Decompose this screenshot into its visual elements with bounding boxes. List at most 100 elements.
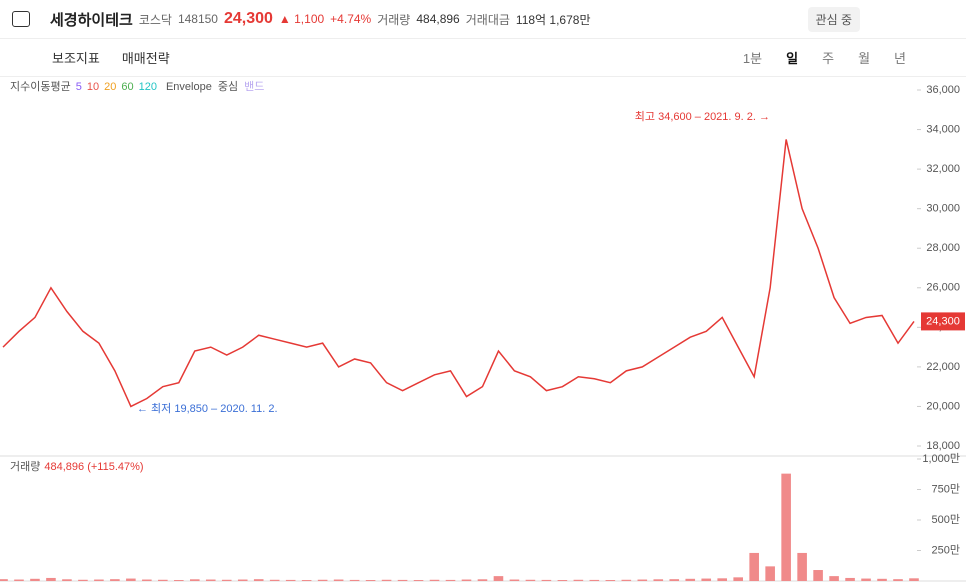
volume: 484,896 xyxy=(416,12,460,26)
volume-bar xyxy=(94,579,104,581)
volume-bar xyxy=(413,580,424,581)
watch-button[interactable]: 관심 중 xyxy=(807,6,860,32)
y-tick-label: 1,000만 xyxy=(922,452,960,465)
volume-bar xyxy=(829,576,839,581)
y-tick-label: 32,000 xyxy=(926,163,960,175)
volume-bar xyxy=(174,580,184,581)
volume-bar xyxy=(605,580,616,581)
legend-item: 10 xyxy=(87,81,99,93)
volume-bar xyxy=(46,577,56,581)
volume-bar xyxy=(893,579,903,581)
volume-bar xyxy=(158,579,168,581)
y-tick-label: 18,000 xyxy=(926,440,960,452)
volume-bar xyxy=(349,579,360,581)
last-price-box xyxy=(921,312,965,331)
volume-bar xyxy=(573,579,584,581)
y-tick-label: 250만 xyxy=(932,543,960,556)
volume-bar xyxy=(317,579,328,581)
volume-bar xyxy=(749,552,759,581)
volume-bar xyxy=(861,578,871,581)
volume-bar xyxy=(717,578,728,581)
amount-label: 거래대금 xyxy=(465,12,510,27)
volume-label: 거래량 xyxy=(377,12,411,27)
volume-bar xyxy=(733,577,743,581)
legend-item: 5 xyxy=(76,81,82,93)
volume-bar xyxy=(845,577,855,581)
y-tick-label: 20,000 xyxy=(926,400,960,412)
volume-bar xyxy=(445,579,456,581)
volume-bar xyxy=(237,579,248,581)
volume-bar xyxy=(557,580,568,581)
volume-bar xyxy=(269,579,280,581)
volume-bar xyxy=(765,566,775,581)
annotation-high: 최고 34,600 – 2021. 9. 2. → xyxy=(635,110,770,123)
period-tab[interactable]: 일 xyxy=(786,50,799,66)
volume-bar xyxy=(701,578,712,581)
volume-bar xyxy=(205,579,216,581)
legend-item: 120 xyxy=(139,81,157,93)
legend-item: 60 xyxy=(121,81,133,93)
volume-bar xyxy=(381,579,392,581)
volume-bar xyxy=(525,579,536,581)
volume-bar xyxy=(14,579,24,581)
y-tick-label: 34,000 xyxy=(926,123,960,135)
y-tick-label: 28,000 xyxy=(926,242,960,254)
market: 코스닥 xyxy=(138,12,172,27)
y-tick-label: 26,000 xyxy=(926,282,960,294)
header: 세경하이테크 코스닥 148150 24,300 ▲ 1,100 +4.74% … xyxy=(0,0,966,39)
y-tick-label: 22,000 xyxy=(926,361,960,373)
annotation-low: ← 최저 19,850 – 2020. 11. 2. xyxy=(137,402,278,415)
volume-bar xyxy=(78,579,88,581)
y-tick-label: 30,000 xyxy=(926,203,960,215)
volume-bar xyxy=(589,579,600,581)
volume-bar xyxy=(797,552,807,581)
volume-bar xyxy=(653,579,664,581)
volume-bar xyxy=(30,578,40,581)
volume-bar xyxy=(0,579,8,581)
volume-bar xyxy=(397,579,408,581)
volume-bar xyxy=(909,578,919,581)
y-tick-label: 36,000 xyxy=(926,84,960,96)
volume-bar xyxy=(126,578,136,581)
volume-bar xyxy=(253,579,264,581)
toolbar: 보조지표 매매전략 1분 일 주 월 년 xyxy=(0,38,966,77)
period-tab[interactable]: 1분 xyxy=(742,50,763,66)
period-tab[interactable]: 월 xyxy=(858,50,871,66)
legend-item: Envelope xyxy=(166,81,212,93)
indicators[interactable]: 보조지표 xyxy=(52,50,100,66)
volume-bar xyxy=(509,579,520,581)
volume-bar xyxy=(285,579,296,581)
volume-bar xyxy=(110,579,120,581)
stock-name: 세경하이테크 xyxy=(50,11,133,29)
volume-value: 484,896 (+115.47%) xyxy=(44,461,143,473)
volume-bar xyxy=(333,579,344,581)
volume-title: 거래량 xyxy=(10,460,40,473)
volume-bar xyxy=(669,579,680,581)
legend-item: 20 xyxy=(104,81,116,93)
price-line xyxy=(2,139,915,408)
volume-bar xyxy=(637,579,648,581)
period-tab[interactable]: 주 xyxy=(822,50,835,66)
volume-bar xyxy=(493,576,504,581)
volume-bar xyxy=(685,578,696,581)
strategy[interactable]: 매매전략 xyxy=(121,50,170,66)
y-tick-label: 500만 xyxy=(932,513,960,526)
y-tick-label: 750만 xyxy=(932,482,960,495)
change-pct: +4.74% xyxy=(330,12,372,26)
legend-title: 지수이동평균 xyxy=(10,80,71,93)
code: 148150 xyxy=(177,12,218,26)
price: 24,300 xyxy=(223,10,273,27)
period-tab[interactable]: 년 xyxy=(894,50,906,66)
legend-item: 중심 xyxy=(218,80,238,93)
volume-bar xyxy=(221,579,232,581)
volume-bar xyxy=(877,578,887,581)
sidebar-toggle[interactable] xyxy=(12,11,30,27)
volume-bar xyxy=(365,580,376,581)
amount: 118억 1,678만 xyxy=(515,12,591,27)
last-price: 24,300 xyxy=(926,315,960,327)
volume-bar xyxy=(541,579,552,581)
volume-bar xyxy=(429,579,440,581)
volume-bar xyxy=(62,579,72,581)
volume-bar xyxy=(477,579,488,581)
